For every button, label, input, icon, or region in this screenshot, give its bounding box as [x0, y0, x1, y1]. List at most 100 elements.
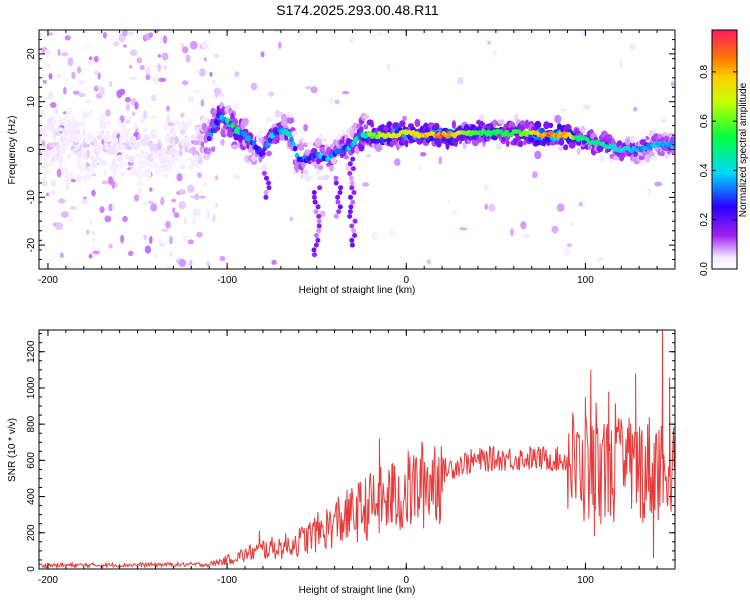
spectrogram-noise-cell	[105, 109, 111, 117]
spectrogram-noise-cell	[192, 208, 201, 217]
spectrogram-noise-cell	[670, 80, 675, 87]
spectrogram-cell	[46, 161, 54, 167]
spectrogram-noise-cell	[520, 221, 527, 230]
spectrogram-cell	[330, 157, 337, 165]
spectrogram-cell	[151, 153, 159, 160]
spectrogram-noise-cell	[212, 213, 216, 223]
spectrogram-cell	[563, 144, 569, 151]
x-tick-label: 0	[403, 275, 409, 286]
spectrogram-noise-cell	[319, 210, 326, 217]
spectrogram-noise-cell	[195, 69, 199, 75]
spectrogram-noise-cell	[206, 260, 210, 267]
spectrogram-cell	[263, 194, 269, 200]
spectrogram-noise-cell	[206, 210, 211, 219]
spectrogram-noise-cell	[65, 183, 70, 191]
spectrogram-noise-cell	[108, 243, 113, 249]
spectrogram-noise-cell	[534, 150, 542, 160]
spectrogram-noise-cell	[56, 74, 62, 79]
spectrogram-cell	[138, 159, 142, 167]
spectrogram-cell	[599, 154, 605, 162]
spectrogram-noise-cell	[182, 80, 189, 86]
spectrogram-noise-cell	[142, 200, 148, 206]
y-tick-label: 400	[26, 488, 37, 505]
spectrogram-noise-cell	[192, 216, 196, 226]
spectrogram-noise-cell	[438, 156, 443, 165]
spectrogram-cell	[130, 135, 137, 145]
spectrogram-cell	[163, 173, 168, 180]
spectrogram-cell	[370, 122, 375, 128]
spectrogram-cell	[241, 117, 249, 127]
spectrogram-cell	[172, 128, 177, 138]
spectrogram-noise-cell	[90, 231, 97, 236]
spectrogram-noise-cell	[648, 187, 652, 197]
spectrogram-noise-cell	[148, 200, 154, 204]
spectrogram-cell	[95, 156, 103, 162]
spectrogram-cell	[313, 233, 319, 238]
spectrogram-cell	[114, 150, 119, 155]
spectrogram-noise-cell	[551, 225, 559, 234]
spectrogram-cell	[351, 228, 357, 234]
spectrogram-noise-cell	[73, 265, 79, 269]
spectrogram-noise-cell	[233, 174, 241, 180]
spectrogram-noise-cell	[214, 175, 219, 181]
spectrogram-noise-cell	[129, 76, 138, 80]
spectrogram-cell	[206, 147, 212, 155]
spectrogram-cell	[98, 131, 105, 137]
spectrogram-noise-cell	[180, 112, 185, 118]
spectrogram-noise-cell	[60, 211, 69, 218]
spectrogram-cell	[350, 199, 356, 205]
spectrogram-cell	[558, 138, 565, 146]
spectrogram-ridge-cell	[251, 140, 257, 147]
spectrogram-noise-cell	[654, 181, 663, 187]
spectrogram-cell	[363, 124, 369, 130]
spectrogram-cell	[64, 174, 70, 181]
spectrogram-cell	[106, 137, 114, 142]
spectrogram-cell	[162, 155, 170, 164]
colorbar-tick-label: 0.4	[699, 163, 710, 177]
spectrogram-cell	[264, 175, 269, 181]
spectrogram-noise-cell	[39, 32, 42, 38]
spectrogram-cell	[284, 136, 289, 141]
spectrogram-noise-cell	[164, 265, 172, 269]
spectrogram-cell	[464, 124, 470, 129]
spectrogram-cell	[664, 154, 669, 159]
x-tick-label: 100	[577, 575, 594, 586]
spectrogram-noise-cell	[104, 216, 112, 223]
y-tick-label: 20	[26, 48, 37, 60]
spectrogram-cells	[39, 30, 675, 269]
spectrogram-cell	[70, 115, 76, 122]
spectrogram-noise-cell	[178, 201, 187, 210]
spectrogram-ridge-cell	[230, 122, 235, 128]
spectrogram-cell	[558, 146, 565, 151]
spectrogram-noise-cell	[187, 184, 195, 193]
spectrogram-cell	[263, 190, 269, 195]
spectrogram-cell	[94, 151, 100, 156]
spectrogram-noise-cell	[92, 250, 100, 255]
spectrogram-cell	[197, 154, 203, 163]
spectrogram-cell	[347, 161, 353, 167]
spectrogram-cell	[347, 213, 353, 219]
spectrogram-cell	[350, 166, 356, 172]
spectrogram-cell	[180, 164, 186, 170]
spectrogram-noise-cell	[569, 221, 575, 227]
spectrogram-cell	[191, 146, 197, 152]
spectrogram-cell	[226, 131, 234, 138]
spectrogram-noise-cell	[197, 172, 202, 178]
spectrogram-noise-cell	[185, 263, 191, 269]
y-tick-label: 0	[26, 146, 37, 152]
spectrogram-cell	[347, 170, 353, 176]
spectrogram-noise-cell	[187, 96, 195, 103]
spectrogram-cell	[281, 119, 287, 127]
spectrogram-noise-cell	[271, 259, 277, 265]
x-tick-label: -100	[217, 275, 237, 286]
spectrogram-noise-cell	[50, 190, 57, 195]
spectrogram-cell	[337, 204, 343, 210]
spectrogram-cell	[352, 218, 358, 224]
spectrogram-noise-cell	[278, 41, 282, 50]
spectrogram-cell	[534, 140, 542, 146]
chart-title: S174.2025.293.00.48.R11	[276, 2, 439, 18]
spectrogram-noise-cell	[166, 114, 170, 123]
spectrogram-noise-cell	[661, 118, 667, 123]
spectrogram-noise-cell	[159, 243, 166, 247]
spectrogram-noise-cell	[203, 57, 207, 62]
